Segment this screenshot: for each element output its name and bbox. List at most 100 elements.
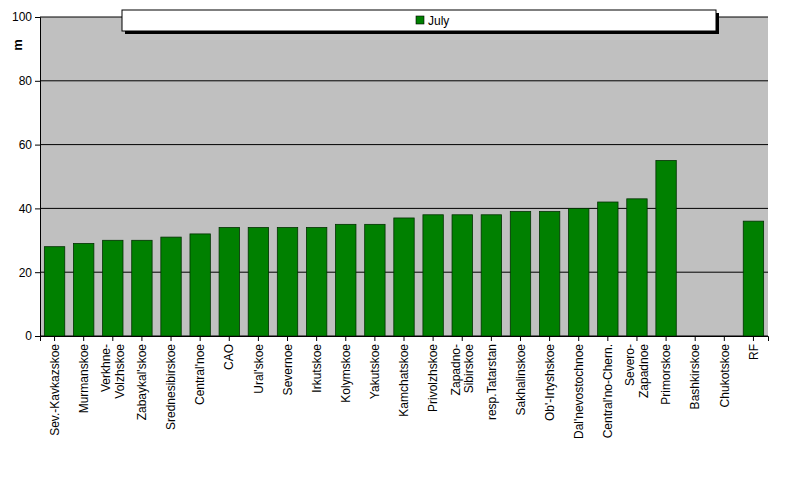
x-axis: Sev.-Kavkazskoe Murmanskoe Verkhne-Volzhsk… xyxy=(41,336,769,439)
y-tick-label: 60 xyxy=(19,138,33,152)
x-tick-mark xyxy=(666,336,667,341)
y-tick-label: 80 xyxy=(19,74,33,88)
bar xyxy=(423,215,443,336)
x-tick: Sev.-Kavkazskoe xyxy=(48,336,62,436)
grid-line xyxy=(40,80,768,81)
x-tick: resp.Tatarstan xyxy=(485,336,499,420)
x-tick-label: Severnoe xyxy=(281,344,295,396)
y-tick: 80 xyxy=(19,74,40,88)
bar xyxy=(190,234,210,336)
bar xyxy=(103,240,123,336)
bar xyxy=(73,243,93,336)
x-tick-mark xyxy=(578,336,579,341)
x-tick: Central'noe xyxy=(193,336,207,405)
x-tick-label: Kamchatskoe xyxy=(397,344,411,417)
bar xyxy=(336,224,356,336)
bar xyxy=(132,240,152,336)
x-tick: Severo-Zapadnoe xyxy=(623,336,651,398)
x-tick: Kamchatskoe xyxy=(397,336,411,417)
x-tick-label: Primorskoe xyxy=(659,344,673,405)
y-tick: 60 xyxy=(19,138,40,152)
grid xyxy=(40,17,768,336)
x-tick-mark xyxy=(200,336,201,341)
y-tick-mark xyxy=(35,272,40,273)
plot-background xyxy=(40,17,768,336)
bar xyxy=(510,212,530,336)
y-tick-mark xyxy=(35,336,40,337)
bar xyxy=(539,212,559,336)
x-tick-mark xyxy=(549,336,550,341)
x-tick-mark xyxy=(345,336,346,341)
x-tick-label: Sakhalinskoe xyxy=(514,344,528,416)
x-tick-mark xyxy=(112,336,113,341)
y-tick-label: 20 xyxy=(19,266,33,280)
y-axis-title: m xyxy=(10,39,25,51)
legend-label: July xyxy=(428,14,449,28)
bar xyxy=(627,199,647,336)
x-tick: Sakhalinskoe xyxy=(514,336,528,415)
bar xyxy=(365,224,385,336)
y-tick: 40 xyxy=(19,202,40,216)
x-tick-mark xyxy=(462,336,463,341)
x-tick-label: RF xyxy=(747,344,761,360)
x-tick-label: Bashkirskoe xyxy=(688,344,702,410)
x-tick-label: Zabaykal'skoe xyxy=(135,344,149,421)
y-tick-label: 0 xyxy=(25,329,32,343)
x-tick: RF xyxy=(747,336,761,360)
bar xyxy=(44,247,64,336)
x-tick-label: Yakutskoe xyxy=(368,344,382,399)
x-tick-mark xyxy=(491,336,492,341)
x-tick-mark xyxy=(287,336,288,341)
y-tick-mark xyxy=(35,17,40,18)
x-tick-mark xyxy=(83,336,84,341)
bar xyxy=(743,221,763,336)
x-tick: Ural'skoe xyxy=(252,336,266,394)
x-tick: Murmanskoe xyxy=(77,336,91,413)
x-tick: Zapadno-Sibirskoe xyxy=(449,336,477,395)
y-tick: 100 xyxy=(12,10,40,24)
x-tick: Irkutskoe xyxy=(310,336,324,393)
x-tick-mark xyxy=(258,336,259,341)
y-tick: 20 xyxy=(19,266,40,280)
grid-line xyxy=(40,144,768,145)
x-tick-mark xyxy=(607,336,608,341)
y-tick-label: 40 xyxy=(19,202,33,216)
y-tick-mark xyxy=(35,208,40,209)
x-tick: Verkhne-Volzhskoe xyxy=(99,336,127,399)
x-tick: Chukotskoe xyxy=(718,336,732,407)
y-tick: 0 xyxy=(25,329,40,343)
x-tick-label: Zapadno-Sibirskoe xyxy=(449,344,477,396)
bar xyxy=(481,215,501,336)
x-tick: Ob'-Irtyshskoe xyxy=(543,336,557,421)
x-tick: Dal'nevostochnoe xyxy=(572,336,586,439)
x-tick-label: Kolymskoe xyxy=(339,344,353,403)
y-tick-mark xyxy=(35,145,40,146)
x-tick-label: CAO xyxy=(222,344,236,370)
x-tick-label: Privolzhskoe xyxy=(426,344,440,412)
x-tick: Primorskoe xyxy=(659,336,673,405)
x-tick: Yakutskoe xyxy=(368,336,382,399)
y-axis: 0 20 40 60 80 100 xyxy=(12,10,41,343)
y-tick-mark xyxy=(35,81,40,82)
y-axis-line xyxy=(35,18,41,337)
x-tick-label: Verkhne-Volzhskoe xyxy=(99,344,127,399)
bar xyxy=(248,228,268,336)
bar xyxy=(656,161,676,336)
bars xyxy=(44,161,763,336)
x-tick-label: Ob'-Irtyshskoe xyxy=(543,344,557,421)
x-tick: Srednesibirskoe xyxy=(164,336,178,430)
x-tick-label: Chukotskoe xyxy=(718,344,732,408)
x-tick: Privolzhskoe xyxy=(426,336,440,412)
x-tick-mark xyxy=(229,336,230,341)
legend: July xyxy=(122,10,719,34)
x-tick-label: Irkutskoe xyxy=(310,344,324,393)
chart: 0 20 40 60 80 100 Sev.-Kavkazskoe Murmanskoe Ver… xyxy=(0,0,800,479)
x-tick: Central'no-Chern. xyxy=(601,336,615,438)
x-tick-mark xyxy=(695,336,696,341)
x-tick: CAO xyxy=(222,336,236,370)
bar xyxy=(452,215,472,336)
bar xyxy=(569,208,589,336)
bar xyxy=(161,237,181,336)
x-axis-line xyxy=(41,337,769,342)
x-tick-mark xyxy=(374,336,375,341)
